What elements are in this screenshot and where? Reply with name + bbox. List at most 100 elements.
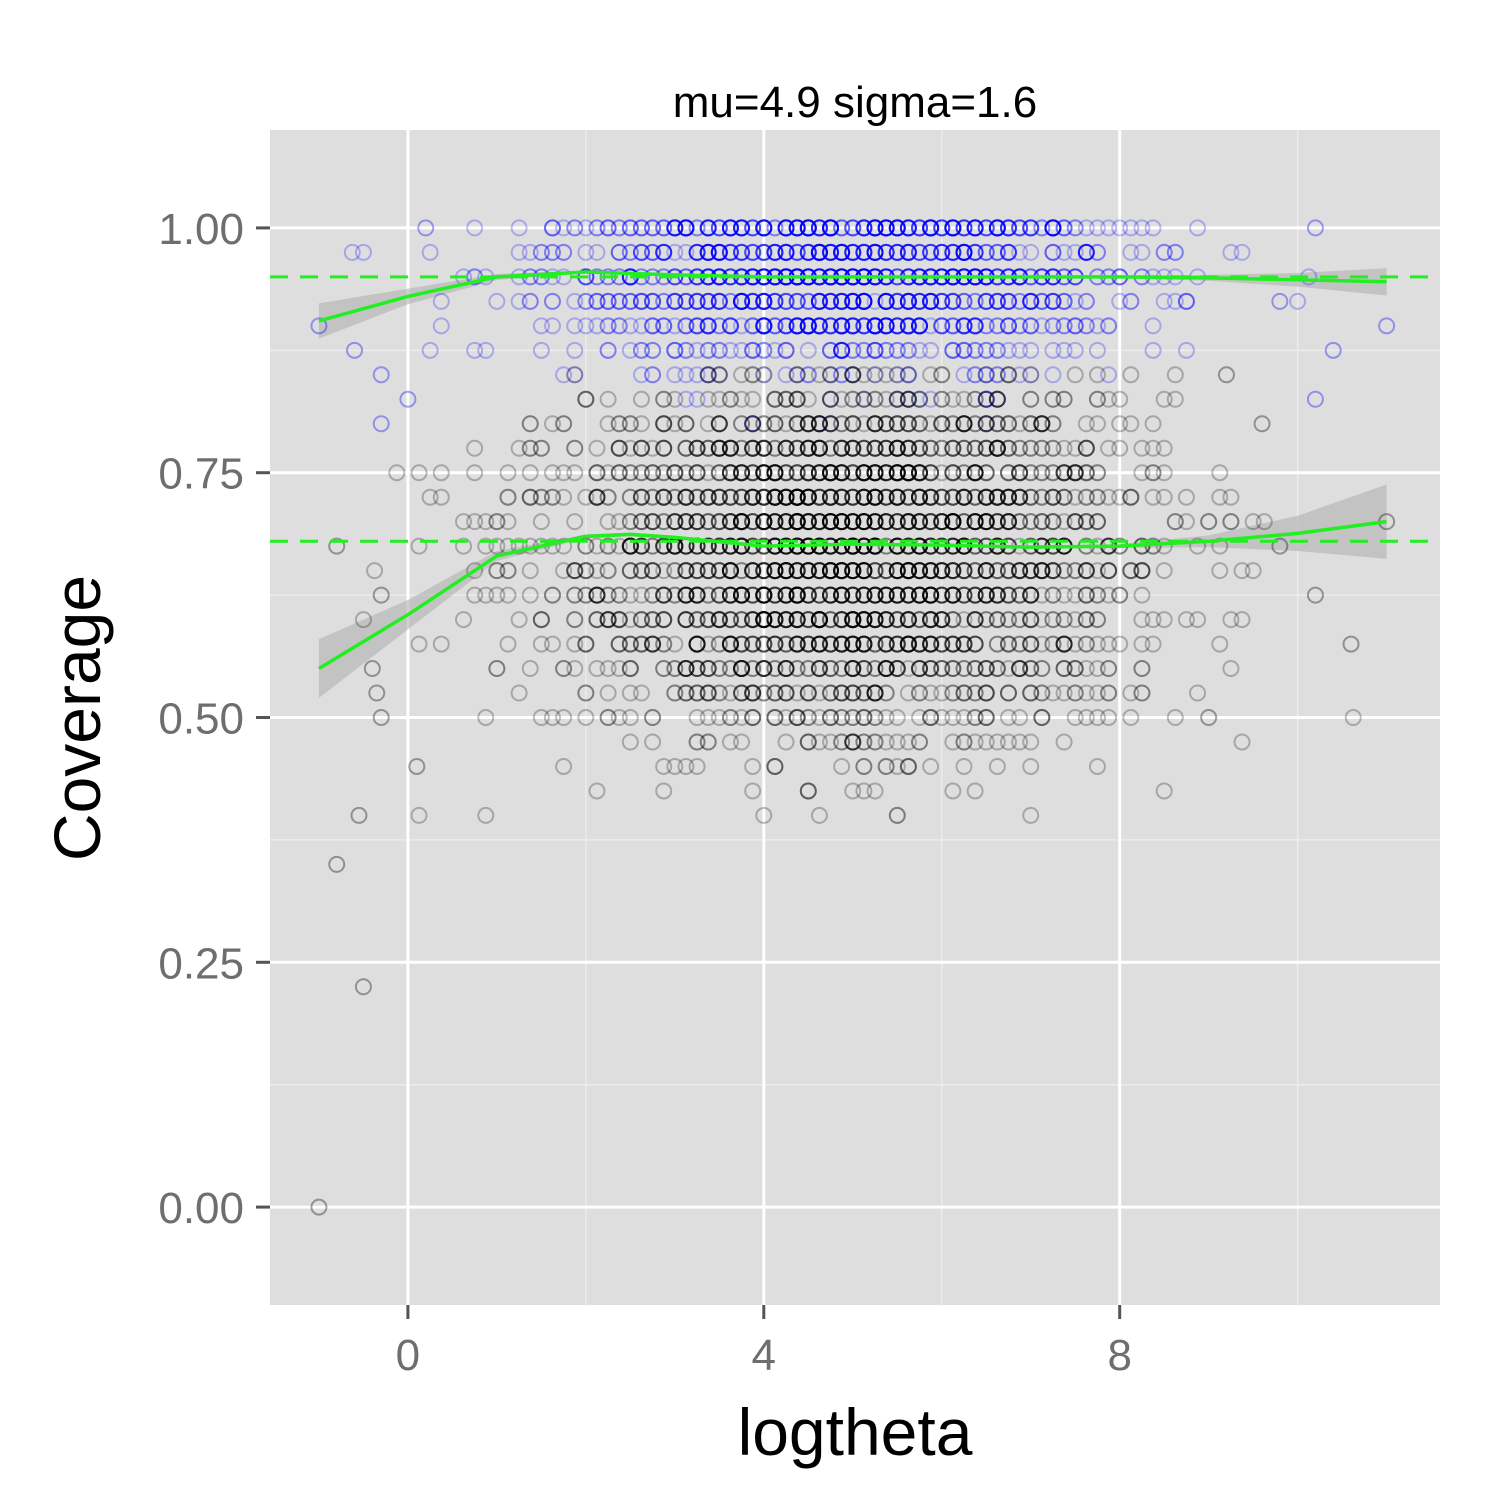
scatter-point bbox=[899, 317, 917, 335]
scatter-point bbox=[721, 219, 739, 237]
scatter-point bbox=[710, 415, 728, 433]
scatter-point bbox=[810, 219, 828, 237]
scatter-point bbox=[710, 243, 728, 261]
scatter-point bbox=[710, 439, 728, 457]
scatter-point bbox=[733, 292, 751, 310]
scatter-point bbox=[777, 439, 795, 457]
scatter-point bbox=[733, 292, 751, 310]
scatter-point bbox=[1055, 243, 1073, 261]
scatter-point bbox=[666, 292, 684, 310]
scatter-point bbox=[966, 219, 984, 237]
scatter-point bbox=[866, 439, 884, 457]
scatter-point bbox=[966, 219, 984, 237]
scatter-point bbox=[855, 219, 873, 237]
scatter-point bbox=[543, 219, 561, 237]
scatter-point bbox=[944, 317, 962, 335]
scatter-point bbox=[1044, 464, 1062, 482]
scatter-point bbox=[1011, 464, 1029, 482]
scatter-point bbox=[966, 219, 984, 237]
scatter-point bbox=[688, 243, 706, 261]
scatter-point bbox=[955, 219, 973, 237]
scatter-point bbox=[677, 341, 695, 359]
scatter-point bbox=[588, 292, 606, 310]
scatter-point bbox=[888, 243, 906, 261]
scatter-point bbox=[888, 219, 906, 237]
scatter-point bbox=[899, 243, 917, 261]
scatter-point bbox=[532, 341, 550, 359]
scatter-point bbox=[844, 292, 862, 310]
scatter-point bbox=[744, 366, 762, 384]
scatter-point bbox=[944, 243, 962, 261]
scatter-point bbox=[799, 366, 817, 384]
scatter-point bbox=[844, 415, 862, 433]
scatter-point bbox=[888, 219, 906, 237]
scatter-point bbox=[810, 317, 828, 335]
scatter-point bbox=[677, 219, 695, 237]
scatter-point bbox=[388, 464, 406, 482]
scatter-point bbox=[699, 219, 717, 237]
scatter-point bbox=[833, 341, 851, 359]
scatter-point bbox=[833, 292, 851, 310]
scatter-point bbox=[888, 317, 906, 335]
scatter-point bbox=[632, 341, 650, 359]
scatter-point bbox=[999, 219, 1017, 237]
scatter-point bbox=[755, 219, 773, 237]
scatter-point bbox=[599, 415, 617, 433]
scatter-point bbox=[766, 243, 784, 261]
scatter-point bbox=[655, 439, 673, 457]
scatter-point bbox=[988, 219, 1006, 237]
scatter-point bbox=[888, 243, 906, 261]
scatter-point bbox=[810, 464, 828, 482]
scatter-point bbox=[1066, 464, 1084, 482]
scatter-point bbox=[822, 464, 840, 482]
scatter-point bbox=[677, 292, 695, 310]
scatter-point bbox=[810, 415, 828, 433]
scatter-point bbox=[788, 366, 806, 384]
scatter-point bbox=[588, 219, 606, 237]
scatter-point bbox=[521, 439, 539, 457]
scatter-point bbox=[999, 415, 1017, 433]
scatter-point bbox=[766, 243, 784, 261]
scatter-point bbox=[822, 317, 840, 335]
scatter-point bbox=[621, 292, 639, 310]
scatter-point bbox=[810, 243, 828, 261]
scatter-point bbox=[1044, 292, 1062, 310]
scatter-point bbox=[1066, 317, 1084, 335]
scatter-point bbox=[788, 439, 806, 457]
scatter-point bbox=[911, 464, 929, 482]
scatter-point bbox=[999, 366, 1017, 384]
scatter-point bbox=[911, 439, 929, 457]
scatter-point bbox=[866, 390, 884, 408]
scatter-point bbox=[977, 390, 995, 408]
scatter-point bbox=[922, 219, 940, 237]
scatter-point bbox=[1100, 366, 1118, 384]
scatter-point bbox=[744, 464, 762, 482]
scatter-point bbox=[922, 243, 940, 261]
scatter-point bbox=[543, 243, 561, 261]
scatter-point bbox=[844, 366, 862, 384]
scatter-point bbox=[710, 243, 728, 261]
scatter-point bbox=[977, 292, 995, 310]
scatter-point bbox=[988, 390, 1006, 408]
scatter-point bbox=[922, 292, 940, 310]
scatter-point bbox=[788, 292, 806, 310]
scatter-point bbox=[788, 390, 806, 408]
scatter-point bbox=[955, 243, 973, 261]
scatter-point bbox=[1022, 219, 1040, 237]
scatter-point bbox=[955, 243, 973, 261]
scatter-point bbox=[744, 439, 762, 457]
scatter-point bbox=[733, 292, 751, 310]
scatter-point bbox=[1066, 439, 1084, 457]
scatter-point bbox=[721, 439, 739, 457]
scatter-point bbox=[933, 415, 951, 433]
scatter-point bbox=[766, 292, 784, 310]
scatter-point bbox=[755, 317, 773, 335]
scatter-point bbox=[721, 292, 739, 310]
scatter-point bbox=[1077, 439, 1095, 457]
scatter-point bbox=[966, 415, 984, 433]
scatter-point bbox=[888, 219, 906, 237]
scatter-point bbox=[799, 439, 817, 457]
scatter-point bbox=[833, 317, 851, 335]
scatter-point bbox=[577, 243, 595, 261]
scatter-point bbox=[888, 243, 906, 261]
